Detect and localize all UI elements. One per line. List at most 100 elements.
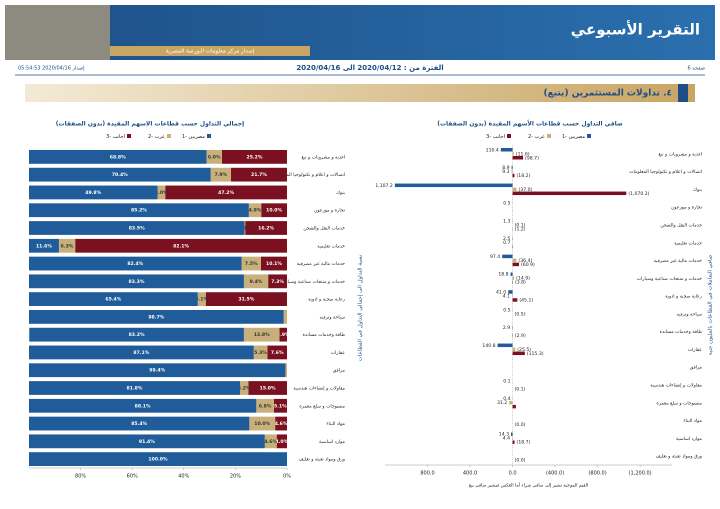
chart-note: القيم الموجبة تشير إلى صافي شراء أما الع… — [469, 482, 588, 489]
bar-segment — [29, 167, 211, 182]
data-label: 0.4 — [503, 396, 510, 402]
x-tick-label: 80% — [75, 474, 86, 480]
data-label: 4.8% — [249, 208, 262, 214]
data-label: 4.1 — [503, 294, 510, 300]
data-label: 9.3 — [502, 169, 509, 175]
y-axis-title: صافي التعاملات في القطاعات بالمليون جنيه — [708, 254, 714, 355]
bar-segment — [273, 398, 287, 413]
data-label: 70.4% — [112, 172, 128, 178]
bar — [512, 258, 517, 263]
data-label: 4.6% — [264, 439, 277, 445]
category-label: موارد اساسية — [676, 437, 703, 442]
report-title: التقرير الأسبوعي — [571, 21, 700, 39]
data-label: 100.0% — [148, 457, 168, 463]
data-label: 18.8 — [498, 272, 508, 278]
data-label: (11.6) — [516, 151, 530, 157]
bar-segment — [29, 363, 286, 378]
category-label: مرافق — [333, 369, 346, 374]
data-label: 10.0% — [266, 208, 282, 214]
bar-segment — [260, 256, 287, 271]
bar-segment — [29, 416, 250, 431]
data-label: (3.8) — [515, 280, 526, 286]
data-label: 6.0% — [208, 154, 221, 160]
legend-label: اجانب -3 — [486, 134, 505, 140]
data-label: 6.3% — [61, 243, 74, 249]
y-axis-title: نسبة التداول الى إجمالي التداول في القطا… — [358, 254, 364, 361]
bar-segment — [249, 416, 276, 431]
legend-swatch — [167, 134, 171, 138]
data-label: 49.8% — [85, 190, 101, 196]
bar-segment — [29, 452, 287, 466]
category-label: طاقة وخدمات مساندة — [660, 330, 703, 335]
data-label: (0.1) — [515, 222, 526, 228]
bar-segment — [58, 238, 76, 253]
data-label: 87.1% — [133, 350, 149, 356]
data-label: 2.9% — [277, 332, 290, 338]
bar — [512, 347, 516, 352]
category-label: بنوك — [336, 191, 345, 196]
data-label: (36.4) — [518, 258, 532, 264]
bar — [511, 432, 513, 436]
report-subtitle: إصدار مركز معلومات البورصة المصرية — [166, 48, 255, 55]
data-label: 5.3% — [254, 350, 267, 356]
issued: إصدار 2020/04/16 05:54:53 — [18, 66, 85, 72]
data-label: (0.5) — [515, 311, 526, 317]
category-label: اتصالات و اعلام و تكنولوجيا المعلومات — [629, 169, 702, 175]
bar-segment — [256, 398, 274, 413]
data-label: 83.2% — [129, 332, 145, 338]
data-label: 0.5 — [503, 201, 510, 207]
bar-segment — [243, 274, 269, 289]
bar-segment — [29, 203, 249, 218]
bar-segment — [29, 434, 265, 449]
bar-segment — [29, 221, 245, 235]
legend-label: عرب -2 — [528, 134, 545, 140]
data-label: 85.2% — [131, 208, 147, 214]
bar-segment — [29, 150, 207, 164]
data-label: 5.1% — [274, 403, 287, 409]
section-title: ٤. تداولات المستثمرين (يتبع) — [543, 89, 672, 99]
page-number: صفحة 6 — [688, 66, 705, 72]
bar — [500, 148, 513, 152]
data-label: 110.4 — [486, 147, 499, 153]
data-label: (60.9) — [521, 262, 535, 268]
data-label: 7.3% — [271, 279, 284, 285]
bar-segment — [205, 292, 287, 306]
data-label: (18.7) — [517, 440, 531, 446]
category-label: خدمات مالية غير مصرفية — [654, 259, 702, 264]
category-label: مقاولات و إنشاءات هندسية — [293, 387, 345, 392]
legend-swatch — [507, 134, 511, 138]
data-label: 88.1% — [135, 403, 151, 409]
legend-swatch — [547, 134, 551, 138]
banner-photo — [5, 5, 110, 60]
x-tick-label: 60% — [127, 474, 138, 480]
data-label: 9.4% — [250, 279, 263, 285]
data-label: 81.8% — [127, 386, 143, 392]
bar — [512, 404, 516, 409]
data-label: 31.5% — [238, 297, 254, 303]
legend-swatch — [587, 134, 591, 138]
category-label: عقارات — [331, 351, 346, 356]
bar — [512, 187, 517, 192]
bar-segment — [29, 292, 198, 306]
bar — [394, 183, 513, 188]
data-label: 14.3 — [499, 432, 509, 438]
data-label: 0.5 — [503, 307, 510, 313]
bar — [502, 254, 513, 259]
x-tick-label: (800.0) — [588, 471, 606, 477]
bar-segment — [165, 185, 287, 200]
data-label: 0.1 — [503, 378, 510, 384]
data-label: 6.8% — [259, 403, 272, 409]
x-tick-label: 400.0 — [463, 471, 477, 477]
bar-segment — [210, 167, 232, 182]
category-label: خدمات مالية غير مصرفية — [297, 262, 345, 267]
bar-segment — [285, 363, 287, 378]
category-label: سياحة وترفيه — [320, 315, 346, 320]
data-label: 91.4% — [139, 439, 155, 445]
data-label: (115.3) — [527, 351, 544, 357]
period: الفترة من : 2020/04/12 الى 2020/04/16 — [296, 64, 443, 72]
category-label: موارد اساسية — [319, 440, 346, 445]
data-label: (2.9) — [515, 333, 526, 339]
data-label: (14.9) — [516, 276, 530, 282]
data-label: 65.4% — [105, 297, 121, 303]
